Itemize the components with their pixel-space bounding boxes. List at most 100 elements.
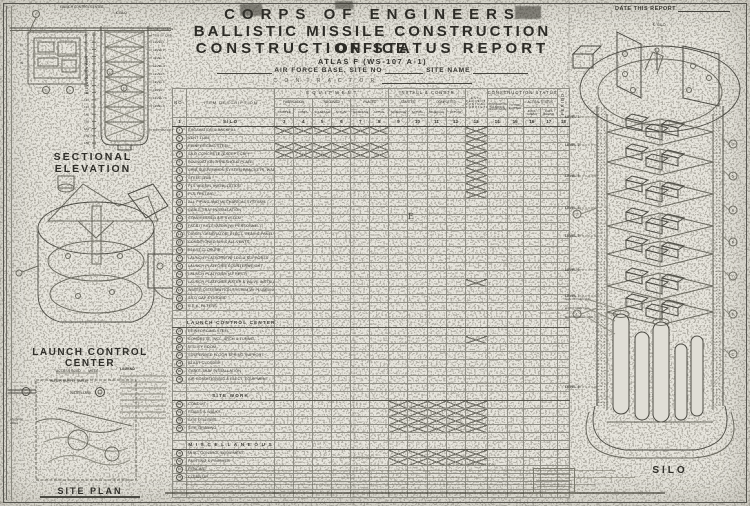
section-header-row: M I S C E L L A N E O U S (171, 440, 571, 450)
svg-text:LEVEL 4: LEVEL 4 (565, 206, 580, 210)
table-row: 3 REINFORCING STEEL (171, 142, 571, 151)
time-elapsed-header: % TIME ELAPSED (506, 98, 524, 118)
row-number-badge: 30 (176, 376, 184, 383)
svg-text:130: 130 (84, 105, 89, 109)
svg-text:10: 10 (20, 43, 24, 47)
column-number-row: 1 SILO 3 4 5 6 7 8 9 10 11 12 13 14 15 16 17 18 (171, 117, 571, 127)
row-number-badge: 13 (176, 223, 184, 230)
svg-text:80: 80 (84, 69, 88, 73)
site-plan-caption: SITE PLAN (40, 486, 140, 498)
col-number-13: 13 (464, 117, 488, 127)
silo-level-labels: GRD. AT LEVEL TOP OF CRIB LEVEL 1 LEVEL 2 LE… (148, 27, 173, 132)
col-number-4: 4 (293, 117, 314, 127)
col-number-16: 16 (522, 117, 541, 127)
svg-text:3: 3 (576, 212, 578, 216)
svg-text:9: 9 (69, 88, 71, 92)
row-number-badge: 8 (176, 183, 184, 190)
svg-text:180: 180 (84, 141, 89, 145)
item-description-cell: SITE GRADING (186, 424, 276, 433)
svg-text:100: 100 (84, 84, 89, 88)
table-row: 13 FACILITY ELEVATOR (W/ PERSONNEL) (171, 222, 571, 231)
row-number-badge: 27 (176, 352, 184, 359)
item-description-cell: FACILITY ELEVATOR (W/ PERSONNEL) (186, 222, 276, 231)
date-this-report-field: DATE THIS REPORT (615, 5, 745, 12)
item-description-cell: BLAST CLOSURE (186, 246, 276, 255)
svg-text:140: 140 (84, 112, 89, 116)
pencil-mark: E (408, 212, 414, 221)
item-description-cell: SUSPENDED FLOOR SPRING SUPPORT (186, 351, 276, 360)
table-row: 27 SUSPENDED FLOOR SPRING SUPPORT (171, 351, 571, 360)
svg-text:LEVEL 6: LEVEL 6 (153, 80, 165, 84)
report-office-title: BALLISTIC MISSILE CONSTRUCTION OFFICE (193, 23, 552, 57)
item-description-cell: CRIB SUSPENSION SYSTEM BRACKETS, WALL BR… (186, 166, 276, 175)
section-title: LAUNCH CONTROL CENTER (186, 318, 276, 328)
row-number-badge: 11 (176, 207, 184, 214)
item-description-cell: REINFORCING STEEL (186, 142, 276, 151)
col-number-3: 3 (274, 117, 295, 127)
svg-text:5: 5 (732, 174, 734, 178)
svg-text:120: 120 (84, 98, 89, 102)
svg-text:40: 40 (84, 40, 88, 44)
table-row (171, 432, 571, 441)
svg-text:70: 70 (84, 62, 88, 66)
item-description-cell (186, 432, 276, 441)
contractor-schedule-header: CONTRACTOR SCHEDULE NO. OF DAYS (486, 98, 508, 118)
row-number-badge: 10 (176, 199, 184, 206)
sub-actual: ACTUAL (407, 107, 428, 118)
date-this-report-label: DATE THIS REPORT (615, 6, 677, 12)
item-description-cell: BLAST CLOSURE (186, 359, 276, 368)
svg-text:LEVEL 2: LEVEL 2 (565, 143, 580, 147)
section-title: SITE WORK (186, 391, 276, 401)
table-row: 9 PLS TESTING (171, 190, 571, 199)
item-description-cell (186, 481, 276, 490)
svg-text:3: 3 (732, 142, 734, 146)
table-row: 25 CONCRETE, INCL. ARCH & TUNNEL (171, 335, 571, 344)
svg-text:2: 2 (732, 352, 734, 356)
stamp-smudge (240, 4, 262, 16)
col-number-15: 15 (506, 117, 524, 127)
svg-text:LEVEL 7: LEVEL 7 (153, 88, 165, 92)
table-row: 2 VENT TUBE (171, 134, 571, 143)
table-row: 23 R.E.A. FILTERS (171, 302, 571, 311)
row-number-badge: 16 (176, 247, 184, 254)
row-number-badge: 2 (176, 135, 184, 142)
section-title-silo: SILO (186, 117, 276, 127)
report-agency-title: CORPS OF ENGINEERS (224, 6, 521, 23)
row-number-badge: 21 (176, 287, 184, 294)
item-description-cell: CONCRETE, INCL. ARCH & TUNNEL (186, 335, 276, 344)
water-tank-note: WATER TANK (70, 391, 92, 395)
col-number-7: 7 (350, 117, 371, 127)
col-number-12: 12 (445, 117, 466, 127)
row-number-badge: 24 (176, 328, 184, 335)
item-description-cell: LAUNCH PLATFORM WATER & VALVE INSTALLATI… (186, 278, 276, 287)
row-number-badge: 37 (176, 466, 184, 473)
svg-text:LIQ OXYGEN CHG: LIQ OXYGEN CHG (565, 306, 589, 310)
footer-stamp-box (533, 468, 575, 494)
table-row: 11 CABLE TRAY INSTALLATION (171, 206, 571, 215)
item-description-cell: EXCAVATION & BACKFILL (186, 126, 276, 135)
item-description-cell: PLS TESTING (186, 190, 276, 199)
weapon-system-label: ATLAS F (WS-107 A-1) (317, 57, 428, 66)
item-description-cell: CONDITIONED AIR & ALL VENTS (186, 238, 276, 247)
row-number-badge: 17 (176, 255, 184, 262)
row-number-badge: 29 (176, 368, 184, 375)
table-row: 8 PLS VESSEL INSTALLATION (171, 182, 571, 191)
svg-text:7: 7 (732, 274, 734, 278)
item-description-cell: CABLE TRAY INSTALLATION (186, 367, 276, 376)
table-header: NO. ITEM DESCRIPTION E Q U I P M E N T I… (171, 88, 571, 127)
row-number-badge: 20 (176, 279, 184, 286)
days-ahead-header: DAYS AHEAD (522, 107, 541, 118)
svg-text:150: 150 (84, 120, 89, 124)
table-row: 28 BLAST CLOSURE (171, 359, 571, 368)
row-number-badge: 14 (176, 231, 184, 238)
launch-control-center-drawing (15, 175, 173, 323)
svg-text:LEVEL 7: LEVEL 7 (565, 294, 580, 298)
legend-entries (120, 375, 166, 419)
svg-text:GRD. AT LEVEL: GRD. AT LEVEL (153, 27, 173, 31)
row-number-badge: 18 (176, 263, 184, 270)
row-number-badge: 1 (176, 127, 184, 134)
table-row: 34 SITE GRADING (171, 424, 571, 433)
col-number-8: 8 (369, 117, 390, 127)
col-number-6: 6 (331, 117, 352, 127)
